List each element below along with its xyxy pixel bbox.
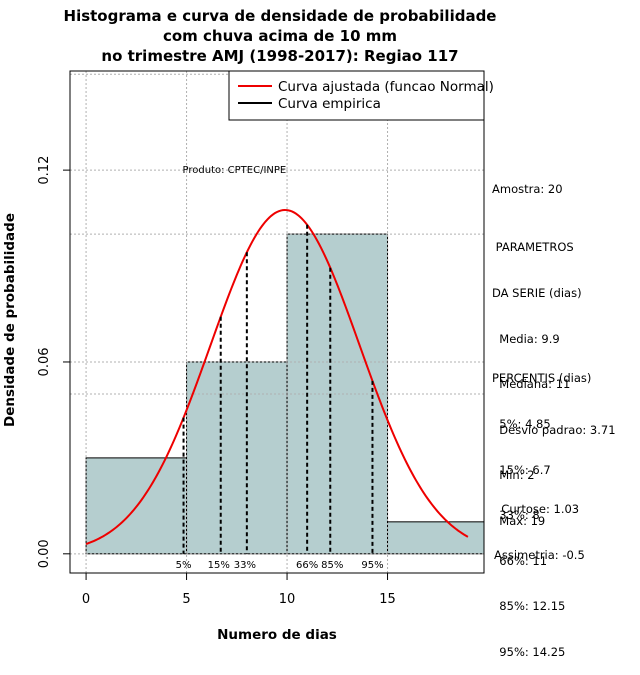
percentile-line: 33%: 8 xyxy=(492,508,540,523)
y-axis-label: Densidade de probabilidade xyxy=(2,213,18,427)
x-tick-label: 5 xyxy=(182,592,190,607)
parameter-line: DA SERIE (dias) xyxy=(492,286,582,301)
kurtosis: Curtose: 1.03 xyxy=(494,502,580,517)
title-line-1: Histograma e curva de densidade de proba… xyxy=(63,7,497,25)
title-line-3: no trimestre AMJ (1998-2017): Regiao 117 xyxy=(101,47,459,65)
y-tick-label: 0.12 xyxy=(37,156,52,185)
x-tick-label: 0 xyxy=(82,592,90,607)
x-axis-label: Numero de dias xyxy=(217,627,337,643)
percentile-line: 95%: 14.25 xyxy=(492,645,566,660)
skewness: Assimetria: -0.5 xyxy=(494,548,585,563)
legend-box xyxy=(228,70,485,121)
legend-label: Curva ajustada (funcao Normal) xyxy=(278,79,494,95)
parameter-line: PARAMETROS xyxy=(492,240,574,255)
histogram-bar xyxy=(85,457,188,555)
normal-curve xyxy=(85,208,469,545)
percentile-label: 15% xyxy=(208,560,230,571)
x-tick-label: 10 xyxy=(279,592,296,607)
parameter-line: Mediana: 11 xyxy=(492,377,571,392)
series-parameters: PARAMETROS DA SERIE (dias) Media: 9.9 Me… xyxy=(492,210,616,544)
percentile-label: 85% xyxy=(321,560,343,571)
x-tick-label: 15 xyxy=(379,592,396,607)
parameter-line: Max: 19 xyxy=(492,514,546,529)
histogram-bar xyxy=(186,361,288,555)
legend-label: Curva empirica xyxy=(278,96,381,112)
parameter-line: Min: 2 xyxy=(492,468,535,483)
chart-title: Histograma e curva de densidade de proba… xyxy=(60,6,500,66)
y-tick-label: 0.06 xyxy=(37,347,52,376)
histogram-chart: 5% 15% 33% 66% 85% 95% 0 5 10 15 0.00 0.06 0.12 Numer… xyxy=(2,70,494,643)
percentile-line: 85%: 12.15 xyxy=(492,599,566,614)
parameter-line: Media: 9.9 xyxy=(492,331,560,346)
percentile-line: 15%: 6.7 xyxy=(492,462,551,477)
shape-stats: Curtose: 1.03 Assimetria: -0.5 xyxy=(494,472,585,578)
product-annotation: Produto: CPTEC/INPE xyxy=(183,165,287,176)
percentile-line: 5%: 4.85 xyxy=(492,417,551,432)
percentile-line: PERCENTIS (dias) xyxy=(492,371,592,386)
percentile-line: 66%: 11 xyxy=(492,553,548,568)
percentile-label: 95% xyxy=(361,560,383,571)
y-tick-label: 0.00 xyxy=(37,539,52,568)
percentile-label: 33% xyxy=(234,560,256,571)
percentiles-panel: PERCENTIS (dias) 5%: 4.85 15%: 6.7 33%: … xyxy=(492,341,591,675)
parameter-line: Desvio padrao: 3.71 xyxy=(492,422,616,437)
sample-size: Amostra: 20 xyxy=(492,182,563,196)
percentile-label: 66% xyxy=(296,560,318,571)
title-line-2: com chuva acima de 10 mm xyxy=(162,27,398,45)
percentile-label: 5% xyxy=(176,560,192,571)
histogram-bar xyxy=(387,521,485,555)
